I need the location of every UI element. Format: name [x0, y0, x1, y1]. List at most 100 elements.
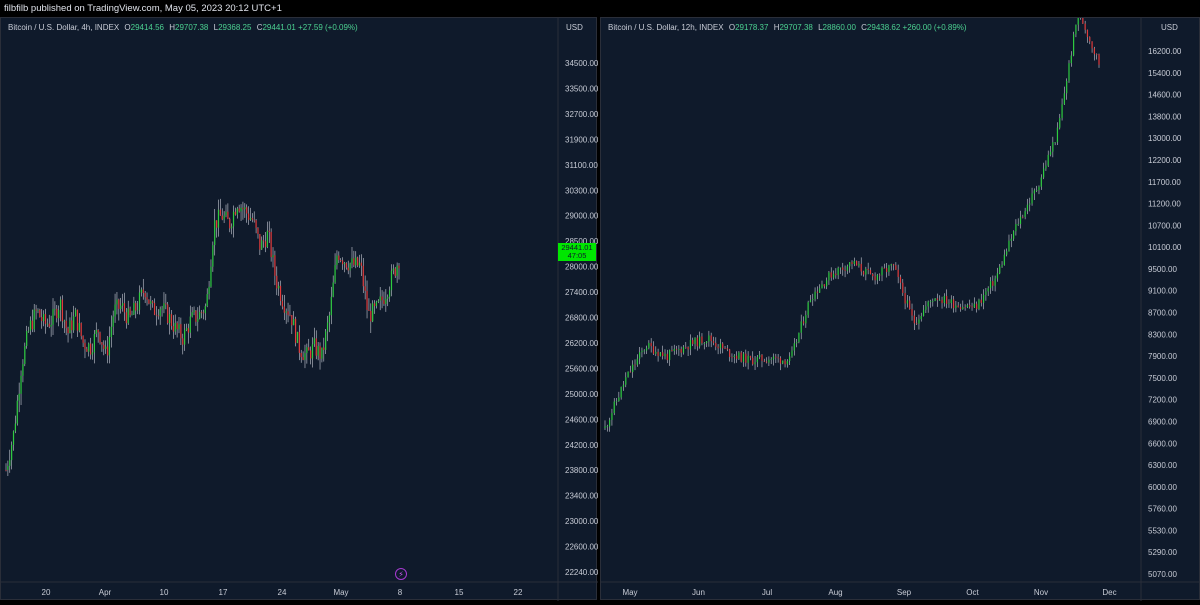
- candle-body: [347, 267, 349, 271]
- candle-body: [332, 282, 334, 297]
- candle-body: [291, 315, 293, 326]
- candle-body: [627, 371, 629, 378]
- candle-body: [240, 207, 242, 212]
- candle-body: [7, 465, 9, 471]
- candle-body: [932, 301, 934, 302]
- candle-body: [255, 220, 257, 228]
- candle-body: [1003, 254, 1005, 265]
- candle-body: [740, 352, 742, 362]
- candle-body: [1096, 54, 1098, 55]
- candle-body: [622, 384, 625, 387]
- candle-body: [705, 341, 708, 344]
- candle-body: [91, 352, 94, 355]
- y-tick-label: 6600.00: [1148, 439, 1177, 448]
- candle-body: [155, 314, 158, 316]
- candle-body: [671, 350, 673, 352]
- candle-body: [157, 315, 159, 317]
- candle-body: [752, 357, 754, 365]
- candle-body: [358, 262, 361, 266]
- y-tick-label: 7200.00: [1148, 396, 1177, 405]
- candle-body: [340, 260, 342, 261]
- candle-body: [613, 401, 615, 414]
- candle-body: [249, 218, 252, 220]
- chart-pane-12h[interactable]: 16200.00 15400.00 14600.00 13800.00 13000.00…: [600, 17, 1200, 601]
- candle-body: [969, 305, 971, 307]
- candle-body: [929, 301, 932, 302]
- candle-body: [994, 278, 996, 286]
- candle-body: [5, 469, 7, 471]
- candle-body: [837, 267, 839, 276]
- legend-4h-close: 29441.01: [262, 23, 296, 32]
- candle-body: [24, 345, 26, 365]
- y-tick-label: 29000.00: [565, 212, 598, 221]
- candle-body: [353, 258, 355, 266]
- candle-body: [1038, 186, 1040, 191]
- candle-body: [853, 260, 855, 265]
- candle-body: [232, 211, 235, 227]
- candle-body: [103, 344, 105, 349]
- chart-pane-4h[interactable]: 34500.00 33500.00 32700.00 31900.00 31100.00…: [0, 17, 598, 601]
- chart-4h-svg[interactable]: 34500.00 33500.00 32700.00 31900.00 31100.00…: [1, 18, 598, 601]
- candle-body: [182, 338, 184, 345]
- candle-body: [54, 308, 56, 310]
- y-tick-label: 6000.00: [1148, 483, 1177, 492]
- candle-body: [662, 352, 664, 357]
- candle-body: [692, 340, 694, 345]
- candle-body: [108, 337, 111, 356]
- candle-body: [1049, 151, 1052, 155]
- candle-body: [142, 289, 144, 293]
- candle-body: [345, 263, 347, 268]
- lightning-icon[interactable]: ⚡: [395, 568, 407, 580]
- candle-body: [669, 350, 671, 361]
- candle-body: [39, 309, 41, 318]
- candle-body: [823, 284, 825, 287]
- y-tick-label: 8300.00: [1148, 330, 1177, 339]
- y-tick-label: 5070.00: [1148, 570, 1177, 579]
- candle-body: [793, 343, 795, 351]
- candle-body: [641, 350, 643, 353]
- candle-body: [118, 299, 120, 309]
- candle-body: [858, 263, 860, 266]
- candle-body: [1054, 142, 1056, 143]
- candle-body: [133, 302, 135, 315]
- candle-body: [127, 308, 129, 324]
- candle-body: [22, 364, 24, 376]
- candle-body: [212, 245, 214, 267]
- candle-body: [99, 332, 101, 343]
- y-tick-label: 26200.00: [565, 339, 598, 348]
- candle-body: [338, 255, 340, 261]
- legend-4h-l-label: L: [213, 23, 219, 32]
- candle-body: [879, 274, 881, 276]
- candle-body: [655, 351, 657, 354]
- y-tick-label: 23400.00: [565, 492, 598, 501]
- y-tick-label: 11700.00: [1148, 178, 1181, 187]
- candle-body: [61, 299, 64, 322]
- candle-body: [210, 266, 212, 287]
- y-tick-label: 25600.00: [565, 364, 598, 373]
- candle-body: [227, 211, 229, 220]
- candle-body: [745, 353, 747, 363]
- candle-body: [798, 332, 800, 342]
- candle-body: [387, 296, 389, 299]
- x-tick-label: May: [622, 588, 637, 597]
- candle-body: [964, 307, 966, 308]
- candle-body: [204, 306, 206, 314]
- candle-body: [976, 303, 978, 310]
- chart-12h-svg[interactable]: 16200.00 15400.00 14600.00 13800.00 13000.00…: [601, 18, 1200, 601]
- y-tick-label: 6300.00: [1148, 461, 1177, 470]
- candle-body: [892, 264, 895, 266]
- candle-body: [726, 348, 728, 350]
- candle-body: [795, 341, 798, 344]
- candle-body: [835, 273, 837, 276]
- candle-body: [41, 317, 43, 322]
- candle-body: [952, 299, 955, 309]
- y-tick-label: 25000.00: [565, 390, 598, 399]
- candle-body: [364, 286, 366, 291]
- published-text: filbfilb published on TradingView.com, M…: [4, 3, 282, 14]
- candle-body: [351, 258, 353, 264]
- candle-body: [59, 299, 62, 311]
- candle-body: [763, 360, 765, 362]
- candle-body: [168, 314, 171, 324]
- candle-body: [687, 347, 689, 350]
- x-tick-label: Sep: [897, 588, 912, 597]
